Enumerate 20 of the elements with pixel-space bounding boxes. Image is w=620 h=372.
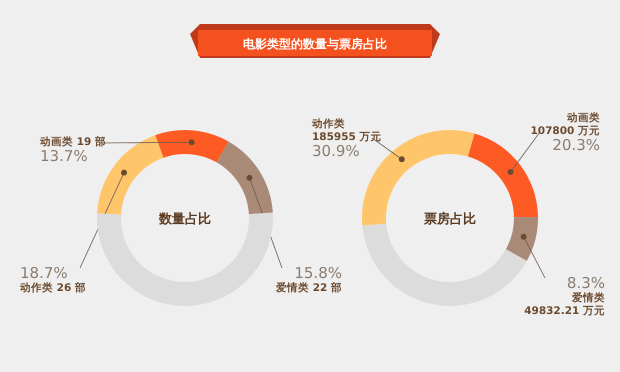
donut-slice [97, 212, 273, 306]
slice-label: 爱情类 22 部 [275, 281, 342, 294]
donut-slice [506, 216, 538, 261]
data-label: 8.3% [566, 274, 605, 292]
slice-label: 动作类 26 部 [19, 281, 86, 294]
data-label: 13.7% [40, 147, 88, 165]
text: 票房占比 [423, 211, 476, 227]
slice-label: 爱情类 49832.21 万元 [524, 291, 605, 317]
slice-label: 动作类 185955 万元 [311, 117, 382, 143]
data-label: 30.9% [312, 142, 360, 160]
slice-label: 动画类 107800 万元 [530, 111, 600, 137]
data-label: 15.8% [294, 264, 342, 282]
donut-slice [216, 142, 273, 214]
text: 数量占比 [158, 212, 211, 227]
slice-label: 动画类 19 部 [39, 135, 106, 148]
data-label: 20.3% [552, 136, 600, 154]
text: 电影类型的数量与票房占比 [243, 37, 387, 51]
donut-slice [362, 224, 527, 306]
donut-slice [155, 130, 229, 162]
data-label: 18.7% [20, 264, 68, 282]
